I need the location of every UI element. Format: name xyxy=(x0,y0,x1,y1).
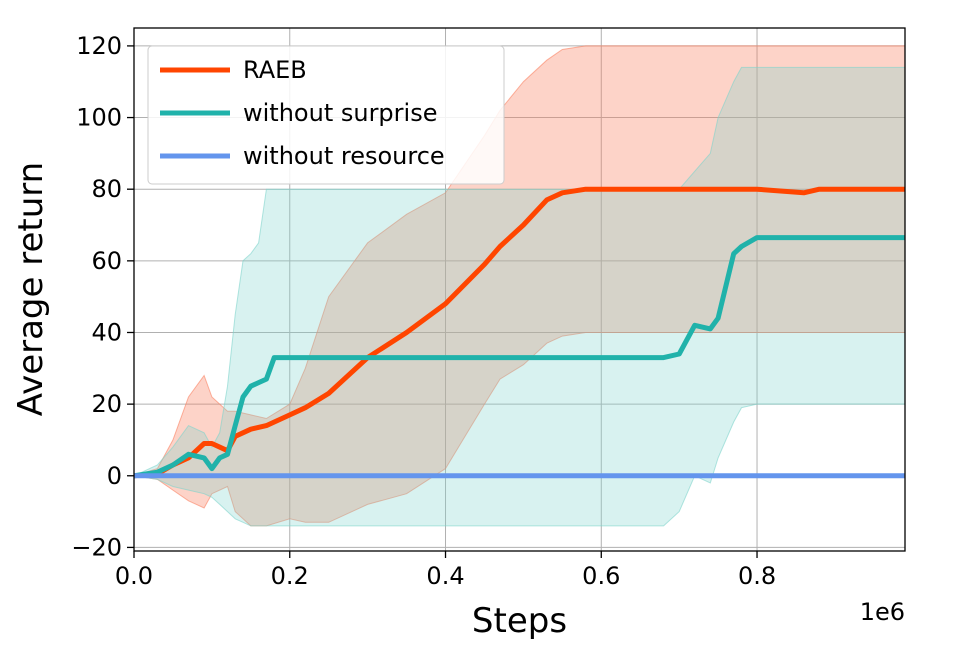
legend-label-without-resource: without resource xyxy=(243,142,445,170)
band-without-surprise xyxy=(134,66,905,527)
x-tick-label: 0.8 xyxy=(738,562,776,590)
legend: RAEB without surprise without resource xyxy=(147,45,505,185)
legend-box xyxy=(147,45,505,185)
x-tick-label: 0.2 xyxy=(271,562,309,590)
x-offset-label: 1e6 xyxy=(860,598,905,626)
y-tick-label: 40 xyxy=(91,318,122,346)
series-line-without-surprise xyxy=(134,235,905,479)
series-lines xyxy=(134,186,905,479)
legend-label-without-surprise: without surprise xyxy=(243,99,437,127)
y-tick-label: 20 xyxy=(91,390,122,418)
y-axis-label: Average return xyxy=(11,162,51,416)
legend-label-raeb: RAEB xyxy=(243,56,307,84)
plot-frame xyxy=(133,27,906,552)
x-tick-label: 0.4 xyxy=(426,562,464,590)
band-raeb xyxy=(134,45,905,527)
y-tick-label: 0 xyxy=(107,462,122,490)
x-tick-label: 0.0 xyxy=(115,562,153,590)
y-tick-label: 60 xyxy=(91,247,122,275)
y-tick-label: 80 xyxy=(91,175,122,203)
series-line-raeb xyxy=(134,186,905,479)
x-tick-label: 0.6 xyxy=(582,562,620,590)
axis-ticks: 0.0 0.2 0.4 0.6 0.8 −20 0 20 40 60 80 100 120 xyxy=(71,32,776,590)
y-tick-label: 100 xyxy=(76,104,122,132)
y-tick-label: −20 xyxy=(71,533,122,561)
x-axis-label: Steps xyxy=(472,601,567,641)
y-tick-label: 120 xyxy=(76,32,122,60)
